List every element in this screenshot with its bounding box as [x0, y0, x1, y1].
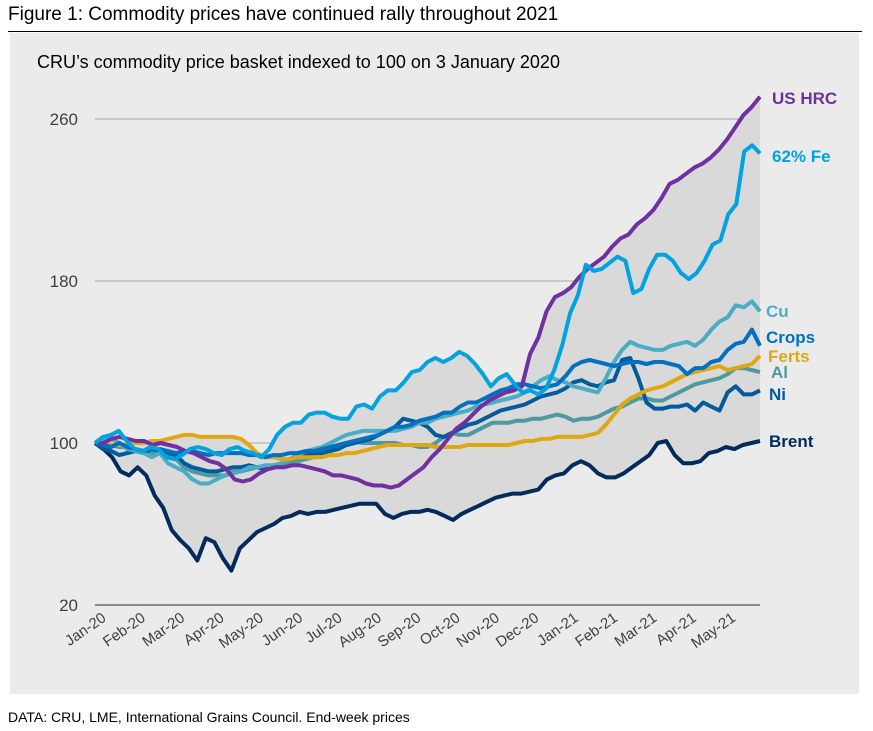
series-label-us-hrc: US HRC [772, 89, 837, 108]
series-label-cu: Cu [766, 302, 789, 321]
series-line-us-hrc [95, 95, 762, 490]
figure-title: Figure 1: Commodity prices have continue… [8, 4, 559, 25]
series-label-al: Al [771, 363, 788, 382]
series-line-cu [94, 299, 762, 486]
x-tick-label: Jun-20 [259, 609, 306, 649]
x-axis-ticks: Jan-20Feb-20Mar-20Apr-20May-20Jun-20Jul-… [62, 609, 739, 652]
series-line-ferts [95, 354, 762, 462]
series-label-ni: Ni [769, 385, 786, 404]
x-tick-label: Nov-20 [453, 609, 502, 651]
x-tick-label: Dec-20 [493, 609, 542, 651]
y-tick-label: 20 [59, 596, 78, 615]
x-tick-label: May-21 [688, 609, 739, 652]
y-axis-ticks: 20 100 180 260 [50, 110, 78, 615]
series-lines [93, 95, 762, 573]
x-tick-label: May-20 [216, 609, 267, 652]
title-divider [8, 31, 862, 32]
series-label-brent: Brent [769, 432, 814, 451]
series-label-62-fe: 62% Fe [772, 147, 831, 166]
series-line-62-fe [93, 143, 762, 462]
y-tick-label: 260 [50, 110, 78, 129]
x-tick-label: Jan-21 [534, 609, 581, 649]
x-tick-label: Aug-20 [335, 609, 384, 651]
x-tick-label: Sep-20 [375, 609, 424, 651]
y-tick-label: 100 [50, 434, 78, 453]
x-tick-label: Mar-20 [139, 609, 188, 650]
source-note: DATA: CRU, LME, International Grains Cou… [8, 709, 410, 725]
x-tick-label: Feb-21 [572, 609, 621, 650]
series-label-crops: Crops [766, 328, 815, 347]
x-tick-label: Mar-21 [612, 609, 661, 650]
series-line-brent [93, 439, 761, 573]
range-band [95, 96, 760, 569]
x-tick-label: Feb-20 [100, 609, 149, 650]
chart-title: CRU’s commodity price basket indexed to … [37, 52, 560, 72]
y-tick-label: 180 [50, 272, 78, 291]
series-line-ni [93, 356, 761, 474]
series-line-crops [94, 327, 762, 460]
x-tick-label: Oct-20 [417, 609, 464, 649]
line-chart: 20 100 180 260 Jan-20Feb-20Mar-20Apr-20May-… [50, 89, 838, 652]
x-tick-label: Jan-20 [62, 609, 109, 649]
series-label-ferts: Ferts [768, 347, 810, 366]
